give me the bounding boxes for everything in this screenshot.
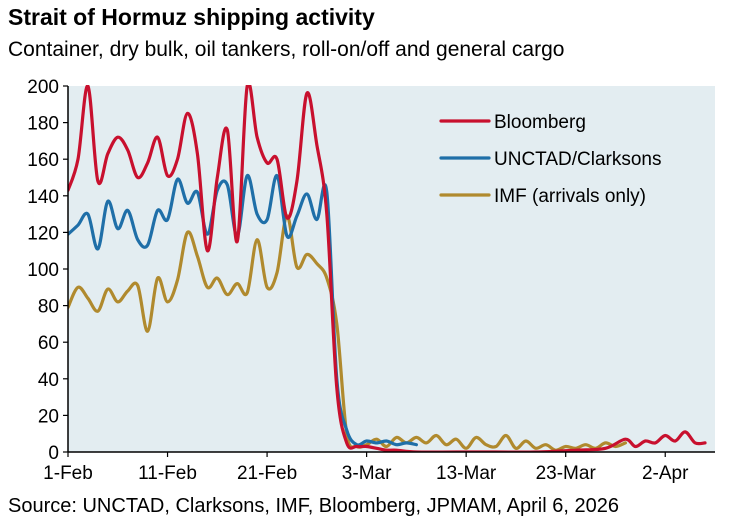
x-tick-label: 3-Mar <box>342 463 392 484</box>
x-tick-label: 1-Feb <box>43 463 93 484</box>
y-tick-label: 140 <box>27 187 59 208</box>
y-tick-label: 80 <box>38 297 59 318</box>
series-line-bloomberg <box>68 85 707 452</box>
y-tick-label: 160 <box>27 150 59 171</box>
legend-label: Bloomberg <box>494 112 586 133</box>
source-note: Source: UNCTAD, Clarksons, IMF, Bloomber… <box>8 495 619 517</box>
axes: 0 20 40 60 80 100 120 140 160 180 200 1-Feb 11-Feb 21… <box>27 77 715 484</box>
chart-subtitle: Container, dry bulk, oil tankers, roll-o… <box>8 38 565 61</box>
legend: Bloomberg UNCTAD/Clarksons IMF (arrivals o… <box>439 112 662 207</box>
y-tick-label: 60 <box>38 333 59 354</box>
y-tick-label: 0 <box>48 443 59 464</box>
y-tick-label: 180 <box>27 114 59 135</box>
y-tick-label: 100 <box>27 260 59 281</box>
x-tick-label: 23-Mar <box>536 463 597 484</box>
chart-title: Strait of Hormuz shipping activity <box>8 4 375 30</box>
series-line-unctad-clarksons <box>68 174 418 447</box>
y-tick-label: 120 <box>27 223 59 244</box>
x-tick-label: 2-Apr <box>642 463 689 484</box>
x-tick-label: 21-Feb <box>237 463 297 484</box>
plot-area <box>68 86 715 452</box>
line-chart: 0 20 40 60 80 100 120 140 160 180 200 1-Feb 11-Feb 21… <box>27 77 715 484</box>
legend-label: IMF (arrivals only) <box>494 186 646 207</box>
x-tick-label: 13-Mar <box>436 463 497 484</box>
y-tick-label: 200 <box>27 77 59 98</box>
legend-label: UNCTAD/Clarksons <box>494 149 662 170</box>
series-layer <box>68 85 707 452</box>
y-tick-label: 40 <box>38 370 59 391</box>
y-tick-label: 20 <box>38 406 59 427</box>
x-tick-label: 11-Feb <box>138 463 197 484</box>
